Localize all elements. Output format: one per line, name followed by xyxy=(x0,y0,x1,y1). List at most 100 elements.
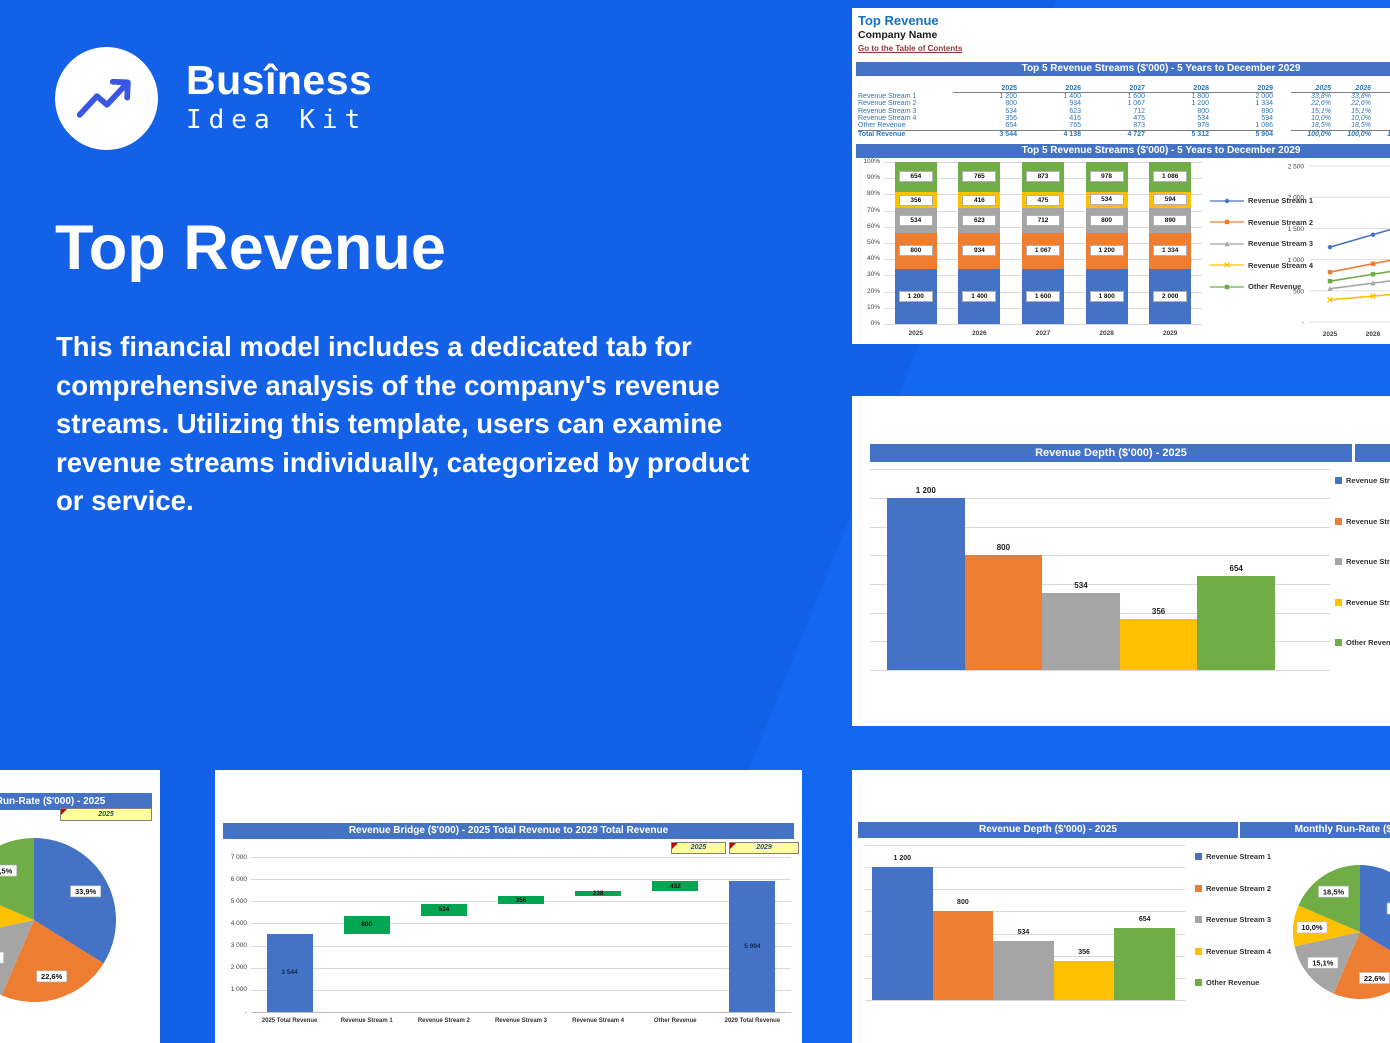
bridge-to-year-input[interactable]: 2029 xyxy=(729,842,799,854)
gridline xyxy=(870,584,1330,585)
y-axis-label: 4 000 xyxy=(230,919,247,927)
marker-triangle xyxy=(1224,241,1230,246)
gridline xyxy=(865,933,1185,935)
y-axis-label: 6 000 xyxy=(230,875,247,883)
bar xyxy=(887,498,965,670)
data-label: 654 xyxy=(1138,915,1151,923)
data-label: 800 xyxy=(996,543,1011,553)
table-row: Revenue Stream 3 534 623 712 800 890 15,1% 15,1… xyxy=(858,108,1390,115)
legend-label: Revenue Stream 1 xyxy=(1346,476,1390,485)
cell-percentage: 22,6% xyxy=(1311,100,1331,108)
data-label: 800 xyxy=(957,899,969,907)
line-chart-legend: Revenue Stream 1 Revenue Stream 2 Revenue … xyxy=(1210,190,1313,298)
data-label: 654 xyxy=(1229,564,1243,574)
legend-marker-icon xyxy=(1210,220,1244,225)
legend-item: Revenue Stream 1 xyxy=(1335,476,1390,485)
legend-item: Revenue Stream 2 xyxy=(1335,517,1390,526)
total-value: 4 727 xyxy=(1081,129,1145,138)
data-label: 654 xyxy=(898,171,933,183)
gridline xyxy=(251,967,791,969)
data-label: 3 544 xyxy=(281,969,298,977)
cell-percentage: 33,8% xyxy=(1351,93,1371,101)
cell-value: 654 xyxy=(1005,122,1017,130)
y-axis-label: 50% xyxy=(866,239,880,246)
x-axis-label: 2026 xyxy=(972,330,987,337)
revenue-streams-table: 202520262027202820292025202620272028Reve… xyxy=(858,80,1390,138)
cell-percentage: 10,0% xyxy=(1311,115,1331,123)
row-label: Revenue Stream 2 xyxy=(858,100,917,108)
cell-value: 534 xyxy=(1005,107,1017,115)
marker-x xyxy=(1327,296,1333,303)
panel-top-revenue-sheet: Top Revenue Company Name Go to the Table… xyxy=(852,8,1390,344)
pie-label-box xyxy=(0,864,17,877)
data-label: 238 xyxy=(592,889,604,897)
gridline xyxy=(251,945,791,947)
legend-item: Revenue Stream 3 xyxy=(1335,557,1390,566)
data-label: 594 xyxy=(1153,194,1188,206)
legend-marker-icon xyxy=(1210,284,1244,289)
waterfall-bar xyxy=(266,933,313,1012)
pie-label-box xyxy=(1359,972,1390,984)
gridline xyxy=(884,324,1202,325)
data-label: 432 xyxy=(669,882,681,890)
row-label: Revenue Stream 3 xyxy=(858,107,917,115)
cell-value: 1 400 xyxy=(1063,93,1081,101)
data-label: 5 904 xyxy=(744,943,761,951)
revenue-bridge-header: Revenue Bridge ($'000) - 2025 Total Reve… xyxy=(223,823,794,839)
year-column-header: 2025 xyxy=(953,85,1017,93)
legend-item: Revenue Stream 2 xyxy=(1195,884,1271,893)
pie-label: 10,0% xyxy=(1301,923,1323,932)
line-series xyxy=(1329,280,1390,290)
waterfall-bar xyxy=(420,903,467,916)
y-axis-label: 20% xyxy=(866,287,880,295)
waterfall-bar xyxy=(652,881,699,891)
gridline xyxy=(865,1000,1185,1001)
gridline xyxy=(251,1012,791,1013)
legend-swatch xyxy=(1195,947,1202,955)
x-axis-label: 2028 xyxy=(1099,330,1114,337)
cell-value: 356 xyxy=(1005,115,1017,123)
cell-percentage: 10,0% xyxy=(1351,115,1371,123)
data-label: 978 xyxy=(1089,171,1124,183)
cell-percentage: 22,6% xyxy=(1371,100,1390,107)
pie-label-box xyxy=(1386,902,1390,915)
brand-name-line2: Idea Kit xyxy=(186,105,368,135)
table-of-contents-link[interactable]: Go to the Table of Contents xyxy=(858,44,963,53)
data-label: 416 xyxy=(962,194,997,206)
cell-value: 475 xyxy=(1133,115,1145,123)
data-label: 623 xyxy=(962,214,997,226)
pie-label: 18,5% xyxy=(0,866,13,875)
line-series xyxy=(1329,270,1390,282)
marker-x xyxy=(1370,293,1376,299)
revenue-depth-legend: Revenue Stream 1 Revenue Stream 2 Revenue … xyxy=(1335,476,1390,679)
y-axis-label: 30% xyxy=(866,271,880,279)
bar xyxy=(1197,576,1275,670)
page-title: Top Revenue xyxy=(55,213,446,283)
total-percentage: 100,0% xyxy=(1291,129,1331,138)
legend-swatch xyxy=(1335,639,1342,646)
total-value: 3 544 xyxy=(953,129,1017,138)
year-input-cell[interactable]: 2025 xyxy=(60,808,152,821)
cell-value: 1 800 xyxy=(1191,93,1209,101)
panel-revenue-bridge: Revenue Bridge ($'000) - 2025 Total Reve… xyxy=(215,770,802,1043)
data-label: 1 086 xyxy=(1153,171,1188,183)
year-column-header: 2028 xyxy=(1145,85,1209,93)
gridline xyxy=(251,879,791,881)
legend-item: Revenue Stream 4 xyxy=(1195,947,1271,956)
run-rate-pie-chart: 33,9%22,6%15,1%10,0%18,5% xyxy=(0,838,116,1002)
gridline xyxy=(870,498,1330,499)
pie-label-box xyxy=(70,885,101,898)
y-axis-label: - xyxy=(1302,320,1304,327)
cell-percentage: 15,1% xyxy=(1311,107,1331,115)
legend-item: Other Revenue xyxy=(1195,978,1271,987)
y-axis-label: 90% xyxy=(866,174,880,182)
sheet-title: Top Revenue xyxy=(858,13,939,28)
data-label: 1 200 xyxy=(1089,245,1124,257)
legend-item: Revenue Stream 1 xyxy=(1195,852,1271,861)
bridge-from-year-input[interactable]: 2025 xyxy=(671,842,726,854)
legend-swatch xyxy=(1335,598,1342,606)
cell-value: 594 xyxy=(1261,115,1273,123)
marker-square xyxy=(1224,220,1230,225)
legend-swatch xyxy=(1335,517,1342,525)
